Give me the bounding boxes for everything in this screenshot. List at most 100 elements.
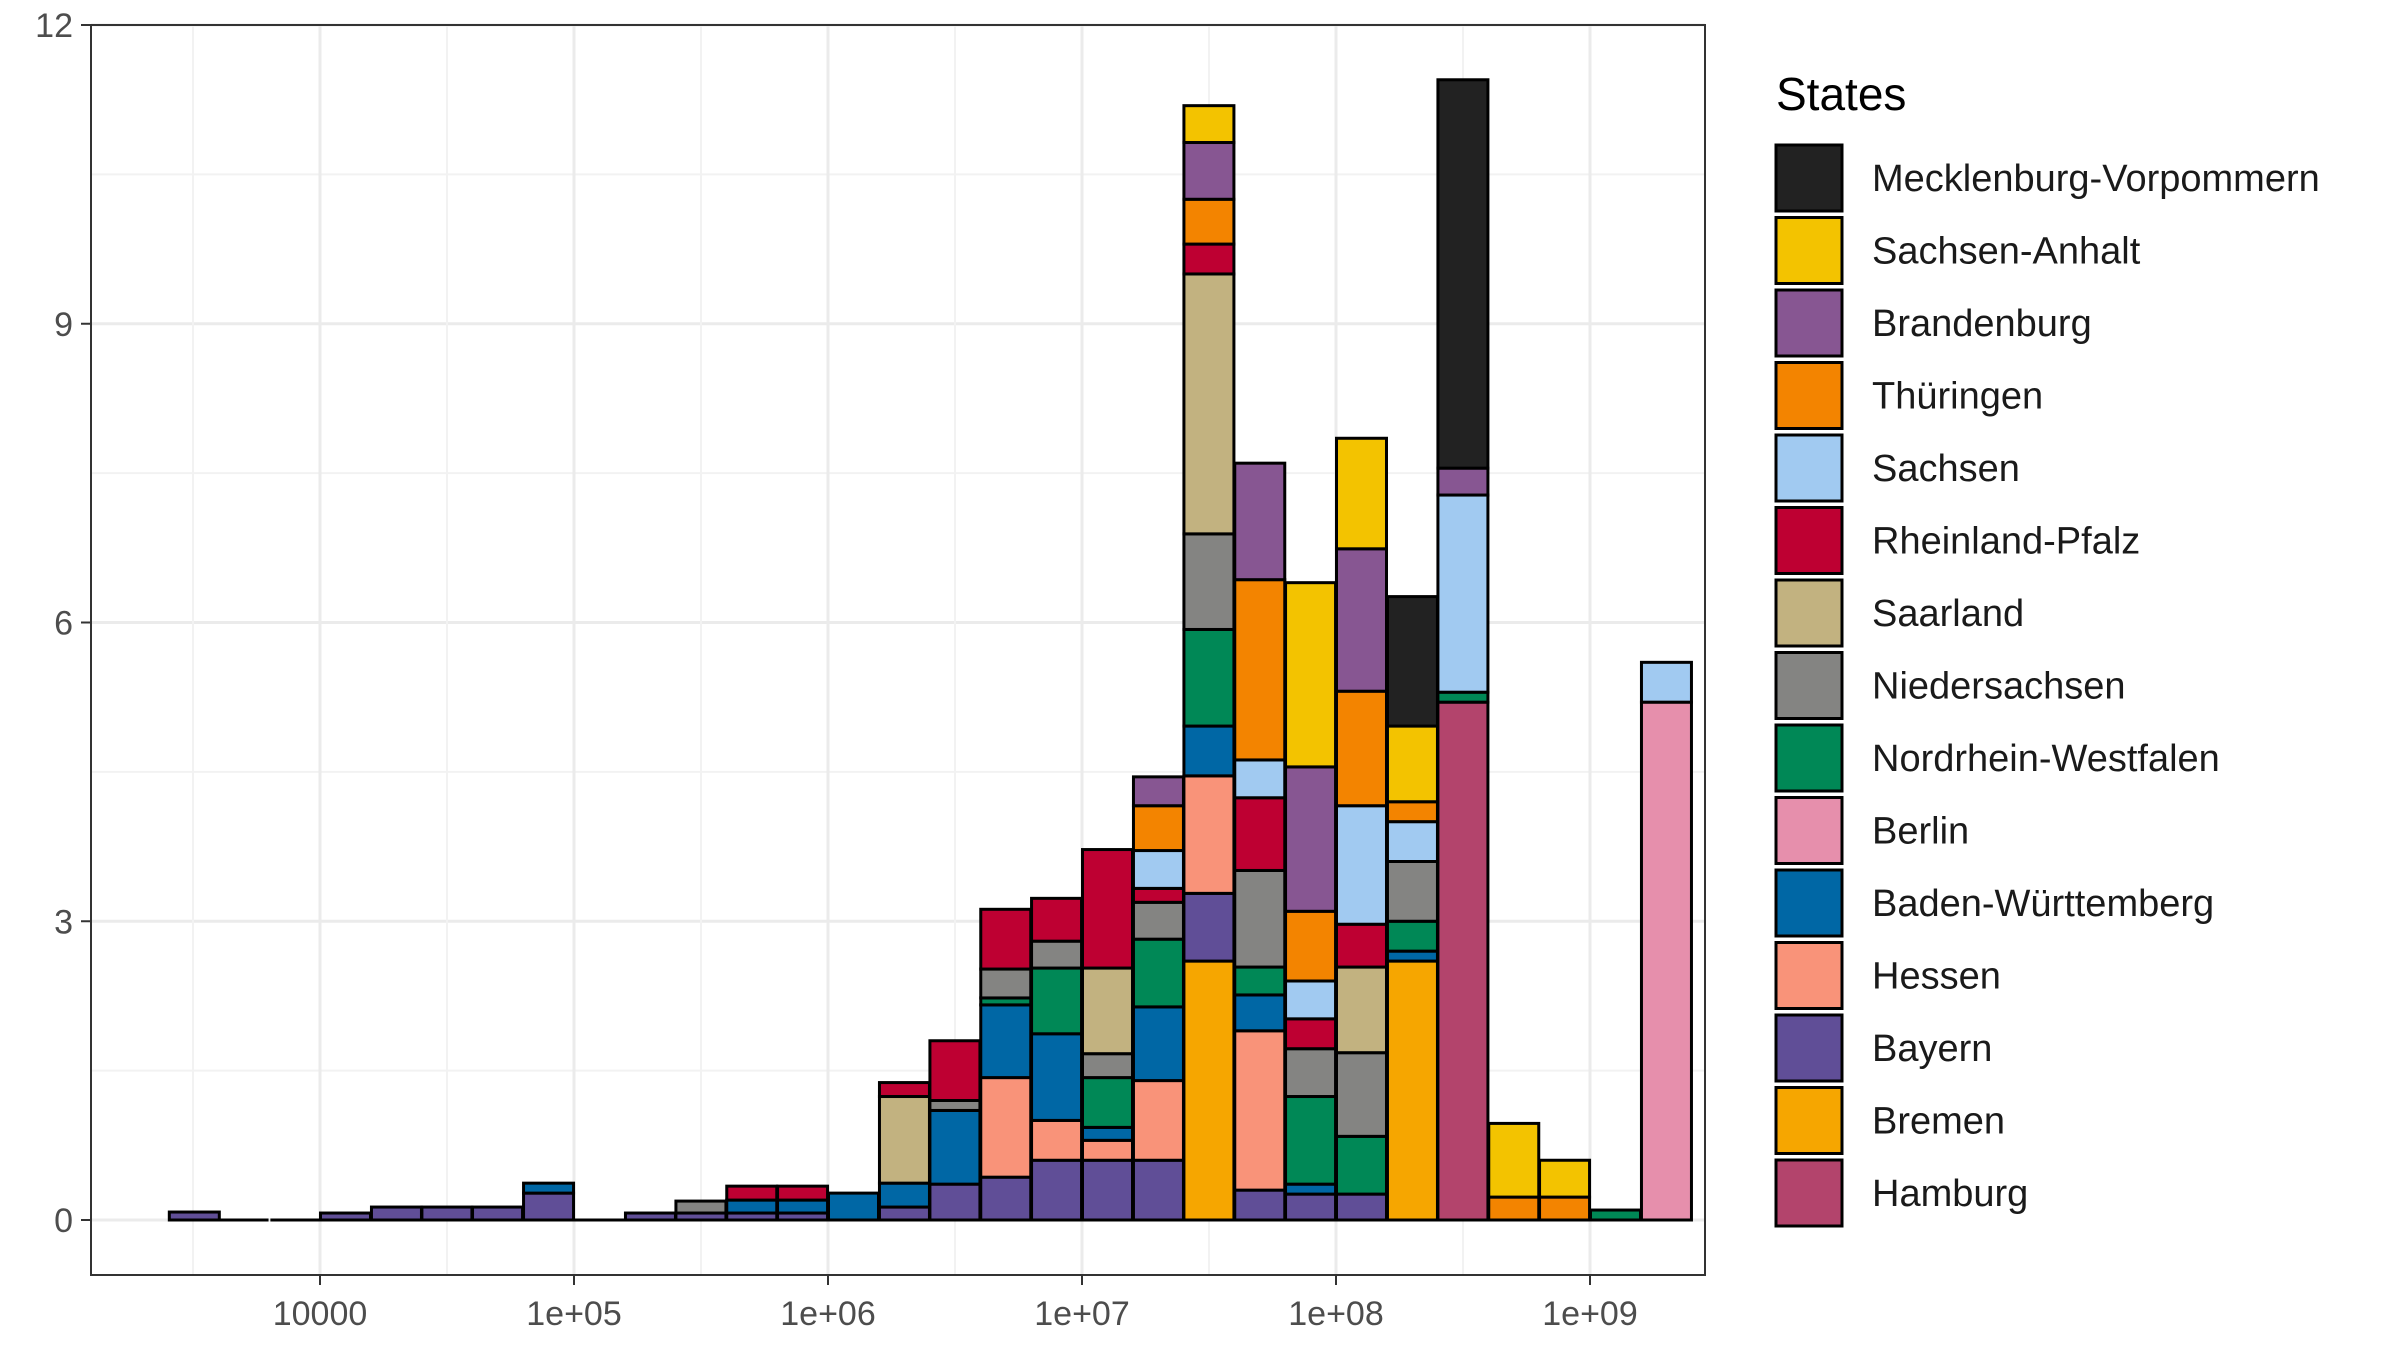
- bar-segment-hamburg: [1436, 700, 1490, 1222]
- legend-key-baden-w-rttemberg: [1774, 868, 1844, 938]
- bar-segment-baden-w-rttemberg: [1080, 1125, 1134, 1142]
- legend-label: Brandenburg: [1872, 303, 2092, 345]
- bar-segment-nordrhein-westfalen: [1334, 1134, 1388, 1196]
- bar-segment-sachsen: [1385, 820, 1439, 864]
- bar-segment-sachsen-anhalt: [1385, 724, 1439, 804]
- axes: 0 3 6 9 12 10000 1e+05 1e+06 1e+07 1e+08 1e+09: [35, 7, 1638, 1333]
- bar-segment-nordrhein-westfalen: [1385, 919, 1439, 953]
- bar-segment-bayern: [928, 1182, 982, 1222]
- x-tick-label: 1e+05: [526, 1295, 622, 1333]
- bar-segment-baden-w-rttemberg: [928, 1108, 982, 1186]
- legend-key-sachsen: [1774, 433, 1844, 503]
- bar-segment-brandenburg: [1233, 461, 1287, 582]
- bar-segment-niedersachsen: [979, 967, 1033, 1000]
- bar-segment-niedersachsen: [674, 1199, 728, 1215]
- bar-segment-nordrhein-westfalen: [1030, 966, 1084, 1036]
- x-tick-label: 10000: [273, 1295, 368, 1333]
- bar-segment-th-ringen: [1334, 689, 1388, 808]
- bar-segment-baden-w-rttemberg: [1233, 993, 1287, 1033]
- bar-segment-bayern: [420, 1205, 474, 1222]
- bar-segment-th-ringen: [1385, 800, 1439, 824]
- bar-segment-th-ringen: [1487, 1195, 1541, 1222]
- y-tick-label: 12: [35, 7, 73, 45]
- bar-segment-baden-w-rttemberg: [1182, 724, 1236, 778]
- bar-segment-bremen: [1182, 959, 1236, 1222]
- bar-segment-sachsen: [1284, 979, 1338, 1021]
- bar-segment-rheinland-pfalz: [1131, 886, 1185, 904]
- legend-label: Hessen: [1872, 956, 2001, 998]
- bar-segment-hessen: [1233, 1029, 1287, 1192]
- bar-segment-rheinland-pfalz: [1334, 922, 1388, 969]
- bar-segment-sachsen-anhalt: [1284, 581, 1338, 769]
- legend-label: Mecklenburg-Vorpommern: [1872, 158, 2320, 200]
- bar-segment-nordrhein-westfalen: [1182, 627, 1236, 728]
- y-tick-label: 6: [54, 605, 73, 643]
- legend-key-brandenburg: [1774, 288, 1844, 358]
- bar-segment-niedersachsen: [1233, 868, 1287, 969]
- legend-key-niedersachsen: [1774, 651, 1844, 720]
- bar-segment-nordrhein-westfalen: [1588, 1208, 1642, 1222]
- bar-segment-rheinland-pfalz: [1080, 848, 1134, 970]
- bar-segment-bayern: [623, 1211, 677, 1222]
- bar-segment-saarland: [877, 1095, 931, 1185]
- x-tick-label: 1e+08: [1288, 1295, 1384, 1333]
- bar-segment-niedersachsen: [1080, 1052, 1134, 1080]
- bar-segment-sachsen-anhalt: [1182, 104, 1236, 145]
- legend: States Mecklenburg-Vorpommern Sachsen-Anh…: [1774, 68, 2320, 1228]
- bar-segment-niedersachsen: [1284, 1047, 1338, 1099]
- bar-segment-baden-w-rttemberg: [877, 1181, 931, 1209]
- bar-segment-hessen: [979, 1076, 1033, 1179]
- bar-segment-saarland: [1080, 966, 1134, 1056]
- bar-segment-sachsen: [1436, 493, 1490, 694]
- bar-segment-nordrhein-westfalen: [1131, 937, 1185, 1009]
- legend-key-bremen: [1774, 1086, 1844, 1155]
- legend-key-rheinland-pfalz: [1774, 506, 1844, 575]
- bar-segment-bayern: [522, 1191, 576, 1222]
- plot-border: [90, 24, 1706, 1276]
- bar-segment-brandenburg: [1284, 765, 1338, 913]
- bar-segment-th-ringen: [1233, 578, 1287, 762]
- bar-segment-nordrhein-westfalen: [1233, 965, 1287, 997]
- legend-label: Bayern: [1872, 1028, 1992, 1070]
- bar-segment-bayern: [318, 1211, 372, 1222]
- bar-segment-niedersachsen: [1334, 1051, 1388, 1138]
- bar-segment-rheinland-pfalz: [1233, 796, 1287, 872]
- bar-segment-bayern: [877, 1205, 931, 1222]
- bar-segment-bayern: [167, 1210, 221, 1222]
- bar-segment-baden-w-rttemberg: [725, 1198, 779, 1215]
- x-tick-label: 1e+09: [1542, 1295, 1638, 1333]
- bar-segment-rheinland-pfalz: [776, 1184, 830, 1202]
- bar-segment-bayern: [1233, 1188, 1287, 1222]
- bar-segment-brandenburg: [1131, 775, 1185, 808]
- bar-segment-baden-w-rttemberg: [1131, 1005, 1185, 1083]
- bar-segment-nordrhein-westfalen: [1080, 1076, 1134, 1129]
- bar-segment-bayern: [1030, 1158, 1084, 1222]
- bars: [167, 78, 1693, 1222]
- bar-segment-brandenburg: [1334, 547, 1388, 693]
- legend-key-th-ringen: [1774, 361, 1844, 430]
- bar-segment-brandenburg: [1436, 466, 1490, 497]
- bar-segment-baden-w-rttemberg: [826, 1191, 880, 1222]
- bar-segment-bayern: [1131, 1158, 1185, 1222]
- bar-segment-sachsen: [1233, 758, 1287, 800]
- legend-key-mecklenburg-vorpommern: [1774, 143, 1844, 213]
- bar-segment-sachsen: [1131, 849, 1185, 890]
- bar-segment-hessen: [1131, 1079, 1185, 1162]
- legend-key-sachsen-anhalt: [1774, 216, 1844, 285]
- bar-segment-rheinland-pfalz: [928, 1039, 982, 1102]
- y-tick-label: 3: [54, 903, 73, 941]
- legend-key-nordrhein-westfalen: [1774, 723, 1844, 793]
- legend-key-hamburg: [1774, 1158, 1844, 1228]
- bar-segment-th-ringen: [1538, 1195, 1592, 1222]
- bar-segment-brandenburg: [1182, 141, 1236, 201]
- legend-label: Baden-Württemberg: [1872, 883, 2214, 925]
- bar-segment-saarland: [1182, 272, 1236, 536]
- bar-segment-bayern: [979, 1175, 1033, 1222]
- legend-label: Rheinland-Pfalz: [1872, 521, 2140, 563]
- legend-key-bayern: [1774, 1013, 1844, 1083]
- bar-segment-rheinland-pfalz: [1284, 1017, 1338, 1051]
- bar-segment-baden-w-rttemberg: [1030, 1032, 1084, 1122]
- bar-segment-baden-w-rttemberg: [776, 1198, 830, 1215]
- bar-segment-bayern: [1284, 1192, 1338, 1222]
